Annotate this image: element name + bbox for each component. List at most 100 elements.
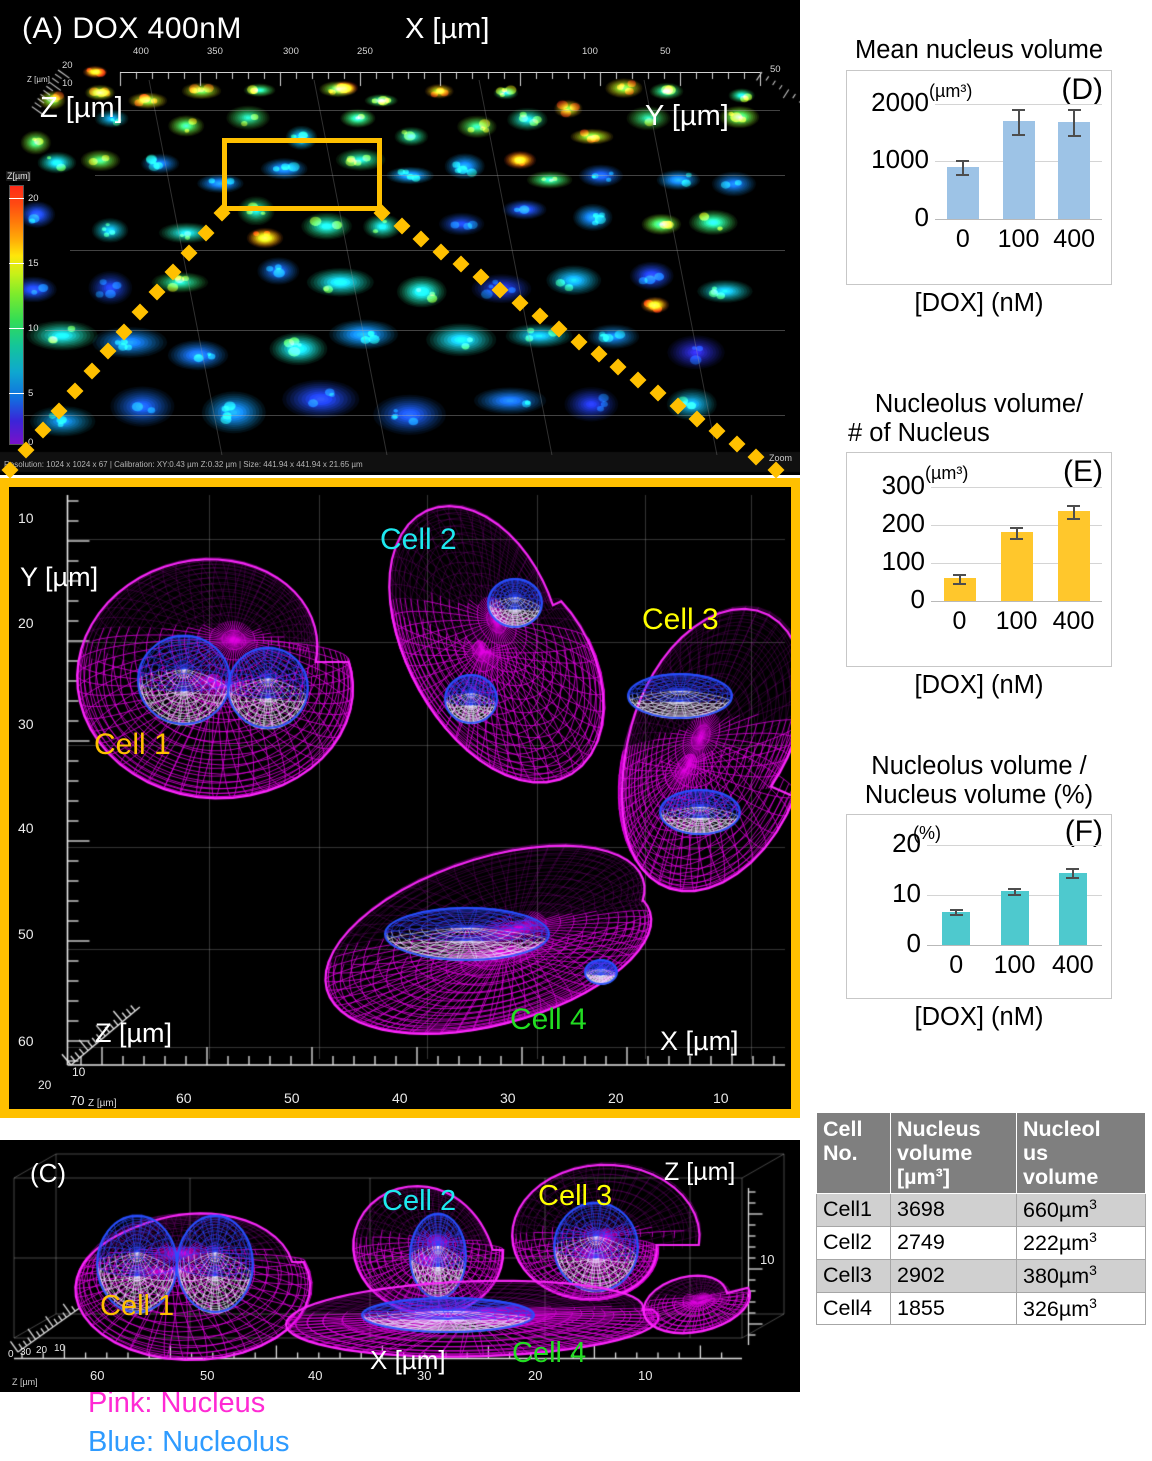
cell-measurements-table: Cell No. Nucleus volume [µm³] Nucleol us… [816, 1111, 1146, 1326]
colorbar-title: Z[µm] [6, 171, 32, 181]
chart-error-bar [958, 573, 961, 583]
table-cell-nucleolus-volume: 326µm3 [1016, 1291, 1146, 1326]
chart-error-cap [1067, 108, 1081, 111]
chart-error-cap [1012, 133, 1025, 136]
grid-line [95, 175, 785, 176]
c-corner-tick-20: 20 [36, 1345, 48, 1356]
chart-axis-line [927, 945, 1102, 947]
chart-error-cap [1066, 868, 1080, 871]
chart-d-x-axis-label: [DOX] (nM) [914, 288, 1044, 317]
chart-x-tick-label: 400 [1051, 951, 1094, 980]
c-xtick-60: 60 [90, 1368, 105, 1383]
chart-error-bar [1072, 504, 1075, 518]
table-cell-nucleus-volume: 1855 [890, 1291, 1017, 1326]
legend-blue-label: Blue: Nucleolus [88, 1425, 290, 1458]
chart-y-tick-label: 100 [881, 545, 925, 576]
chart-x-tick-label: 400 [1052, 607, 1095, 636]
chart-x-tick-label: 0 [952, 607, 967, 636]
chart-error-bar [955, 909, 958, 915]
colorbar-tick-5: 5 [28, 388, 34, 399]
chart-bar [1000, 532, 1033, 602]
chart-f-block: Nucleolus volume / Nucleus volume (%) (%… [806, 752, 1152, 1032]
chart-e-title-line1: Nucleolus volume/ [874, 390, 1084, 418]
chart-d-plot: (µm³) (D) 0 1000 2000 0 100 400 [846, 69, 1112, 285]
chart-error-cap [1067, 134, 1081, 137]
colorbar-tick-20: 20 [28, 193, 39, 204]
chart-y-tick-label: 1000 [871, 144, 929, 175]
chart-error-bar [1017, 108, 1020, 134]
figure-right-column: Mean nucleus volume (µm³) (D) 0 1000 2000 0… [806, 0, 1152, 1392]
figure-left-column: 400 350 300 250 100 50 50 20 10 Z [µm] (… [0, 0, 800, 1458]
panel-a-z-axis-label: Z [µm] [40, 92, 123, 124]
panel-a-status-bar: Resolution: 1024 x 1024 x 67 | Calibrati… [4, 460, 363, 469]
colorbar-tick-0: 0 [28, 437, 34, 448]
chart-x-tick-label: 0 [949, 951, 964, 980]
table-cell-name: Cell2 [816, 1226, 891, 1260]
panel-c-z-axis-label: Z [µm] [664, 1158, 736, 1186]
chart-f-panel-id: (F) [1064, 815, 1103, 849]
panel-a-nuclei-render [0, 0, 800, 475]
grid-line [120, 110, 780, 111]
c-xtick-40: 40 [308, 1368, 323, 1383]
chart-error-cap [1012, 108, 1025, 111]
a-xtick-2: 300 [283, 46, 299, 57]
table-cell-name: Cell3 [816, 1258, 891, 1293]
panel-c-cell-2-label: Cell 2 [382, 1185, 457, 1217]
chart-error-bar [1073, 108, 1076, 135]
colorbar-gradient [9, 185, 24, 445]
chart-gridline [935, 104, 1102, 105]
grid-line [45, 330, 785, 331]
grid-line [70, 250, 785, 251]
panel-c-z-axis-small-label: Z [µm] [12, 1377, 38, 1387]
chart-error-bar [1013, 888, 1016, 895]
chart-f-plot: (%) (F) 0 10 20 0 100 400 [846, 814, 1112, 1000]
panel-b-zoomed-mesh [0, 478, 800, 1118]
chart-error-cap [1067, 504, 1080, 507]
chart-x-tick-label: 0 [955, 224, 970, 253]
chart-f-unit-label: (%) [913, 823, 941, 844]
chart-d-panel-id: (D) [1061, 72, 1103, 106]
table-cell-name: Cell1 [816, 1193, 891, 1228]
chart-gridline [931, 524, 1102, 526]
panel-a-y-axis-label: Y [µm] [645, 100, 729, 132]
table-row: Cell4 1855 326µm3 [816, 1291, 1146, 1326]
a-ztick-0: 20 [62, 60, 73, 71]
table-row: Cell2 2749 222µm3 [816, 1226, 1146, 1260]
chart-y-tick-label: 200 [881, 507, 925, 538]
panel-a-x-ruler [120, 72, 760, 73]
c-xtick-10: 10 [638, 1368, 653, 1383]
chart-bar [1058, 872, 1087, 946]
chart-f-x-axis-label: [DOX] (nM) [914, 1003, 1044, 1032]
chart-e-x-axis-label: [DOX] (nM) [914, 671, 1044, 700]
panel-c-side-view: (C) Z [µm] X [µm] Z [µm] 10 60 50 40 30 … [0, 1140, 800, 1392]
panel-a-colorbar: Z[µm] 20 15 10 5 0 [6, 171, 52, 453]
table-cell-nucleolus-volume: 660µm3 [1016, 1193, 1146, 1228]
chart-bar [942, 911, 971, 946]
table-cell-nucleus-volume: 2749 [890, 1226, 1017, 1260]
chart-e-title-line2: # of Nucleus [848, 418, 990, 447]
chart-f-title-line2: Nucleus volume (%) [864, 780, 1094, 809]
table-row: Cell3 2902 380µm3 [816, 1258, 1146, 1293]
a-z-axis-small-label: Z [µm] [27, 75, 50, 84]
chart-y-tick-label: 2000 [871, 87, 929, 117]
table-header-row: Cell No. Nucleus volume [µm³] Nucleol us… [816, 1111, 1146, 1195]
chart-x-tick-label: 100 [997, 224, 1040, 253]
chart-error-cap [949, 909, 963, 912]
chart-error-cap [953, 573, 966, 576]
chart-bar [1000, 891, 1029, 946]
roi-highlight-box[interactable] [222, 138, 382, 211]
panel-c-mesh-render [0, 1140, 800, 1392]
panel-c-cell-4-label: Cell 4 [512, 1337, 587, 1369]
chart-error-bar [1071, 868, 1074, 878]
panel-c-label: (C) [30, 1158, 67, 1188]
chart-e-plot: (µm³) (E) 0 100 200 300 0 100 400 [846, 452, 1112, 668]
chart-error-cap [1067, 517, 1080, 520]
chart-y-tick-label: 10 [892, 878, 921, 909]
c-xtick-20: 20 [528, 1368, 543, 1383]
c-corner-tick-10: 10 [54, 1343, 66, 1354]
c-ztick-10: 10 [760, 1252, 775, 1267]
panel-a-x-axis-label: X [µm] [405, 13, 490, 45]
chart-e-block: Nucleolus volume/ # of Nucleus (µm³) (E)… [806, 390, 1152, 700]
chart-axis-line [931, 601, 1102, 603]
table-cell-nucleus-volume: 2902 [890, 1258, 1017, 1293]
